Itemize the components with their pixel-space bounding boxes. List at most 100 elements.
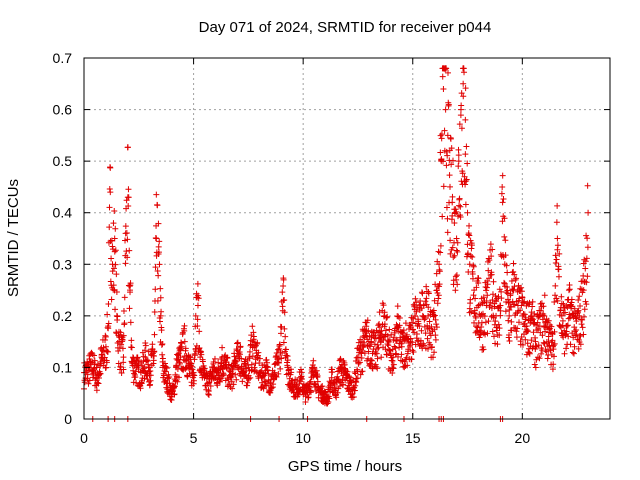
data-point <box>86 377 93 384</box>
data-point <box>538 300 545 307</box>
data-point <box>119 345 126 352</box>
data-point <box>569 349 576 356</box>
data-point <box>188 360 195 367</box>
data-point <box>417 301 424 308</box>
data-point <box>123 197 130 204</box>
data-point <box>155 272 162 279</box>
data-point <box>197 368 204 375</box>
data-point <box>471 307 478 314</box>
data-point <box>468 245 475 252</box>
data-point <box>367 357 374 364</box>
data-point <box>563 345 570 352</box>
data-point <box>109 243 116 250</box>
data-point <box>224 354 231 361</box>
data-point <box>473 284 480 291</box>
data-point <box>524 340 531 347</box>
data-point <box>120 332 127 339</box>
data-point <box>167 396 174 403</box>
data-point <box>141 363 148 370</box>
data-point <box>518 284 525 291</box>
data-point <box>215 359 222 366</box>
data-point <box>237 343 244 350</box>
data-point <box>444 152 451 159</box>
data-point <box>544 355 551 362</box>
data-point <box>114 313 121 320</box>
data-point <box>81 379 88 386</box>
data-point <box>276 341 283 348</box>
data-point <box>472 314 479 321</box>
data-point <box>462 85 469 92</box>
data-point <box>249 323 256 330</box>
data-point <box>398 338 405 345</box>
data-point <box>194 280 201 287</box>
data-point <box>110 282 117 289</box>
data-point <box>439 73 446 80</box>
data-point <box>112 225 119 232</box>
data-point <box>563 302 570 309</box>
data-point <box>563 328 570 335</box>
data-point <box>447 237 454 244</box>
data-point <box>302 399 309 406</box>
data-point <box>453 208 460 215</box>
data-point <box>91 357 98 364</box>
data-point <box>535 325 542 332</box>
data-point <box>201 365 208 372</box>
data-point <box>244 382 251 389</box>
data-point <box>445 101 452 108</box>
data-point <box>410 326 417 333</box>
data-point <box>118 370 125 377</box>
data-point <box>175 356 182 363</box>
data-point <box>578 286 585 293</box>
data-point <box>440 85 447 92</box>
x-tick-label: 20 <box>515 430 531 446</box>
data-point <box>451 220 458 227</box>
data-point <box>470 263 477 270</box>
data-point <box>510 260 517 267</box>
data-point <box>407 322 414 329</box>
data-point <box>157 285 164 292</box>
data-point <box>428 344 435 351</box>
data-points <box>81 65 592 422</box>
data-point <box>532 343 539 350</box>
data-point <box>232 371 239 378</box>
data-point <box>583 232 590 239</box>
data-point <box>122 223 129 230</box>
data-point <box>154 267 161 274</box>
data-point <box>325 399 332 406</box>
data-point <box>256 355 263 362</box>
data-point <box>374 365 381 372</box>
data-point <box>125 194 132 201</box>
data-point <box>157 318 164 325</box>
data-point <box>431 349 438 356</box>
data-point <box>381 309 388 316</box>
data-point <box>155 249 162 256</box>
data-point <box>273 374 280 381</box>
data-point <box>248 361 255 368</box>
data-point <box>432 336 439 343</box>
data-point <box>484 281 491 288</box>
data-point <box>481 299 488 306</box>
data-point <box>557 323 564 330</box>
data-point <box>543 318 550 325</box>
data-point <box>314 372 321 379</box>
data-point <box>153 191 160 198</box>
data-point <box>446 199 453 206</box>
grid-lines <box>84 57 610 419</box>
data-point <box>565 315 572 322</box>
data-point <box>236 351 243 358</box>
data-point <box>358 368 365 375</box>
data-point <box>284 357 291 364</box>
data-point <box>122 260 129 267</box>
data-point <box>254 339 261 346</box>
x-tick-label: 10 <box>295 430 311 446</box>
data-point <box>542 328 549 335</box>
data-point <box>196 344 203 351</box>
data-point <box>443 204 450 211</box>
data-point <box>460 80 467 87</box>
data-point <box>228 373 235 380</box>
data-point <box>403 354 410 361</box>
data-point <box>107 238 114 245</box>
data-point <box>516 319 523 326</box>
data-point <box>451 252 458 259</box>
data-point <box>570 350 577 357</box>
